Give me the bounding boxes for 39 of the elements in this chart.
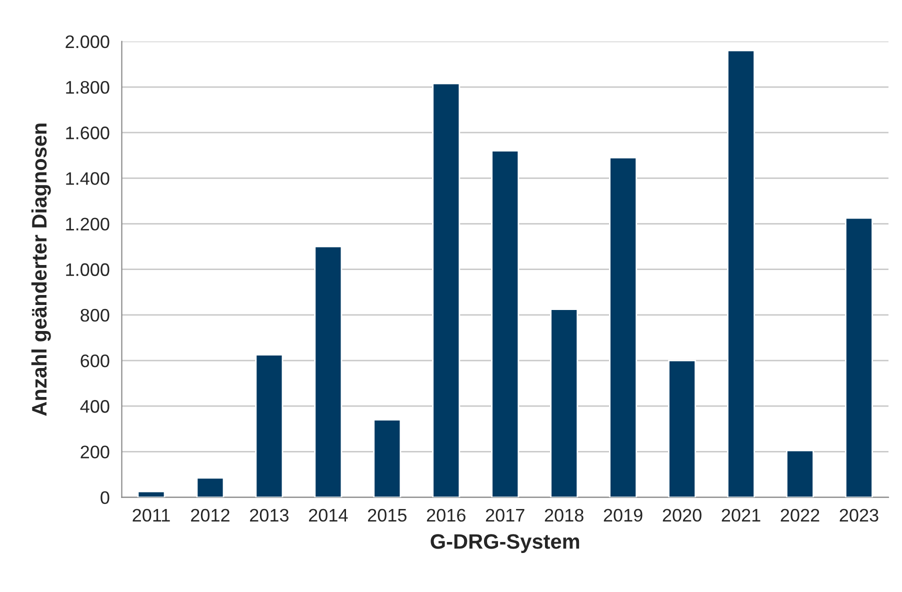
y-axis-title: Anzahl geänderter Diagnosen [31,124,51,416]
bar [786,450,814,498]
y-tick-label: 1.200 [66,218,110,230]
bar [845,217,873,498]
y-tick-label: 200 [80,446,110,458]
bar [255,354,284,498]
bar [727,50,755,498]
bar [668,360,696,498]
x-tick-label: 2013 [250,508,289,522]
x-tick-label: 2022 [780,508,820,522]
y-tick-label: 1.800 [66,80,110,94]
y-tick-label: 0 [100,491,110,504]
x-tick-label: 2011 [132,508,170,522]
bar [491,150,520,498]
bar [314,246,342,498]
y-tick-label: 800 [80,308,110,322]
x-tick-label: 2019 [604,508,642,522]
bar [196,477,224,498]
x-tick-label: 2014 [309,508,348,522]
bar [609,156,638,498]
x-tick-label: 2023 [840,508,878,522]
x-tick-label: 2016 [426,508,466,522]
y-tick-label: 600 [80,354,110,368]
bar [137,490,166,498]
x-tick-label: 2015 [368,508,406,522]
x-tick-label: 2021 [722,508,760,522]
y-tick-label: 2.000 [66,35,110,48]
y-tick-label: 400 [80,400,110,413]
x-tick-label: 2017 [486,508,524,522]
bar [550,308,578,498]
y-tick-label: 1.400 [66,172,110,185]
y-tick-label: 1.600 [66,126,110,140]
x-tick-label: 2020 [662,508,702,522]
x-tick-label: 2018 [544,508,584,522]
bar [373,419,402,498]
bar [432,82,460,498]
x-axis-title: G-DRG-System [430,534,580,553]
x-tick-label: 2012 [191,508,230,522]
y-tick-label: 1.000 [66,263,110,276]
